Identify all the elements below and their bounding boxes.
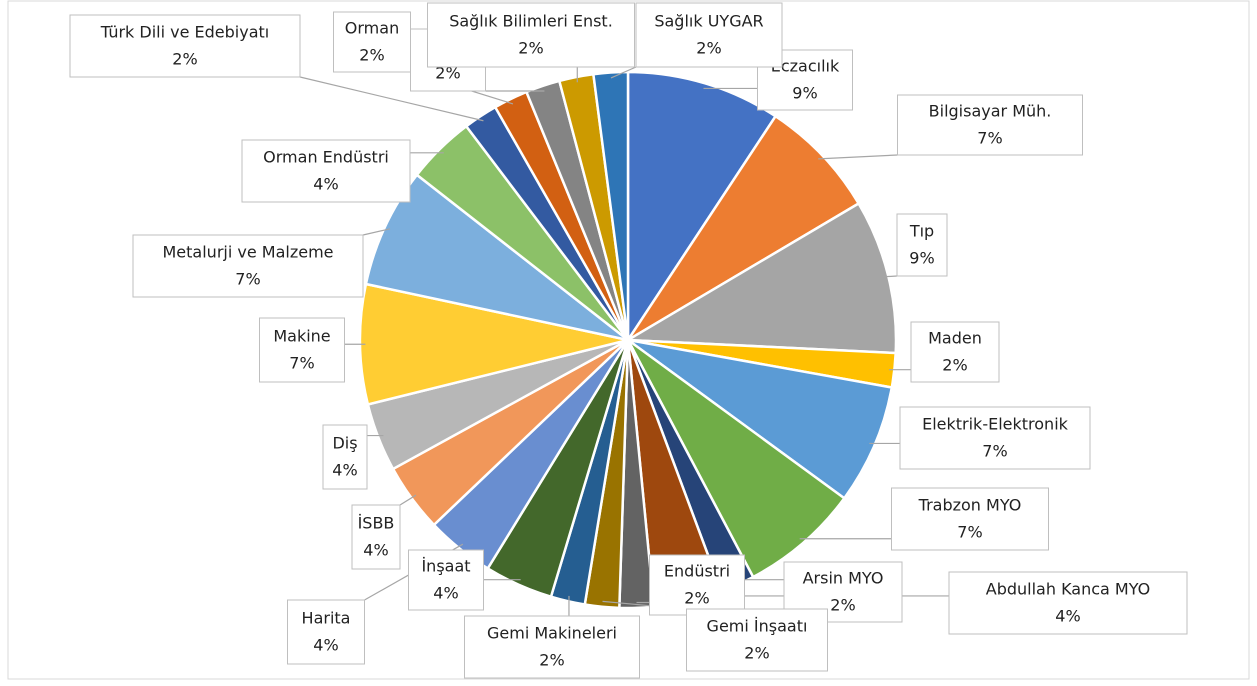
label-value: 4% (313, 636, 338, 655)
label-value: 7% (235, 270, 260, 289)
label-value: 2% (684, 589, 709, 608)
label-value: 2% (942, 356, 967, 375)
label-value: 7% (977, 129, 1002, 148)
label-name: Abdullah Kanca MYO (986, 580, 1150, 599)
label-name: Trabzon MYO (918, 496, 1022, 515)
label-name: Bilgisayar Müh. (929, 102, 1052, 121)
label-name: Sağlık Bilimleri Enst. (449, 12, 613, 31)
data-label: Sağlık UYGAR 2% (636, 3, 782, 67)
data-label: Endüstri 2% (650, 555, 745, 615)
label-value: 2% (696, 39, 721, 58)
data-label: İSBB 4% (352, 505, 400, 569)
label-value: 2% (539, 651, 564, 670)
label-name: Orman (345, 19, 399, 38)
label-value: 2% (359, 46, 384, 65)
leader-line (883, 276, 897, 277)
label-value: 2% (518, 39, 543, 58)
label-name: Orman Endüstri (263, 148, 389, 167)
data-label: Gemi İnşaatı 2% (687, 609, 828, 671)
label-name: Elektrik-Elektronik (922, 415, 1069, 434)
label-name: Endüstri (664, 562, 730, 581)
label-name: Harita (302, 609, 351, 628)
data-label: Elektrik-Elektronik 7% (900, 407, 1090, 469)
data-label: Gemi Makineleri 2% (465, 616, 640, 678)
data-label: Abdullah Kanca MYO 4% (949, 572, 1187, 634)
label-value: 2% (744, 644, 769, 663)
data-label: Türk Dili ve Edebiyatı 2% (70, 15, 300, 77)
label-value: 7% (957, 523, 982, 542)
label-name: Maden (928, 329, 982, 348)
label-value: 2% (830, 596, 855, 615)
data-label: Trabzon MYO 7% (892, 488, 1049, 550)
data-label: Tıp 9% (897, 214, 947, 276)
data-label: Harita 4% (288, 600, 365, 664)
label-value: 4% (332, 461, 357, 480)
data-label: Diş 4% (323, 425, 367, 489)
data-label: Maden 2% (911, 322, 999, 382)
label-name: Arsin MYO (803, 569, 884, 588)
label-name: Gemi Makineleri (487, 624, 617, 643)
label-name: Tıp (909, 222, 934, 241)
data-label: Bilgisayar Müh. 7% (898, 95, 1083, 155)
label-name: İSBB (358, 514, 395, 533)
label-value: 4% (363, 541, 388, 560)
label-value: 4% (433, 584, 458, 603)
data-label: Metalurji ve Malzeme 7% (133, 235, 363, 297)
label-name: Diş (332, 434, 357, 453)
label-name: Makine (273, 327, 330, 346)
label-value: 9% (792, 84, 817, 103)
data-label: Sağlık Bilimleri Enst. 2% (428, 3, 635, 67)
label-name: Metalurji ve Malzeme (163, 243, 334, 262)
label-value: 7% (289, 354, 314, 373)
label-name: Sağlık UYGAR (654, 12, 763, 31)
label-name: İnşaat (421, 557, 470, 576)
label-value: 7% (982, 442, 1007, 461)
data-label: Orman Endüstri 4% (242, 140, 410, 202)
label-value: 4% (313, 175, 338, 194)
data-label: Orman 2% (334, 12, 411, 72)
label-name: Gemi İnşaatı (707, 617, 808, 636)
label-value: 4% (1055, 607, 1080, 626)
data-label: Makine 7% (260, 318, 345, 382)
label-value: 2% (172, 50, 197, 69)
label-name: Türk Dili ve Edebiyatı (100, 23, 270, 42)
label-value: 9% (909, 249, 934, 268)
data-label: İnşaat 4% (409, 550, 484, 610)
